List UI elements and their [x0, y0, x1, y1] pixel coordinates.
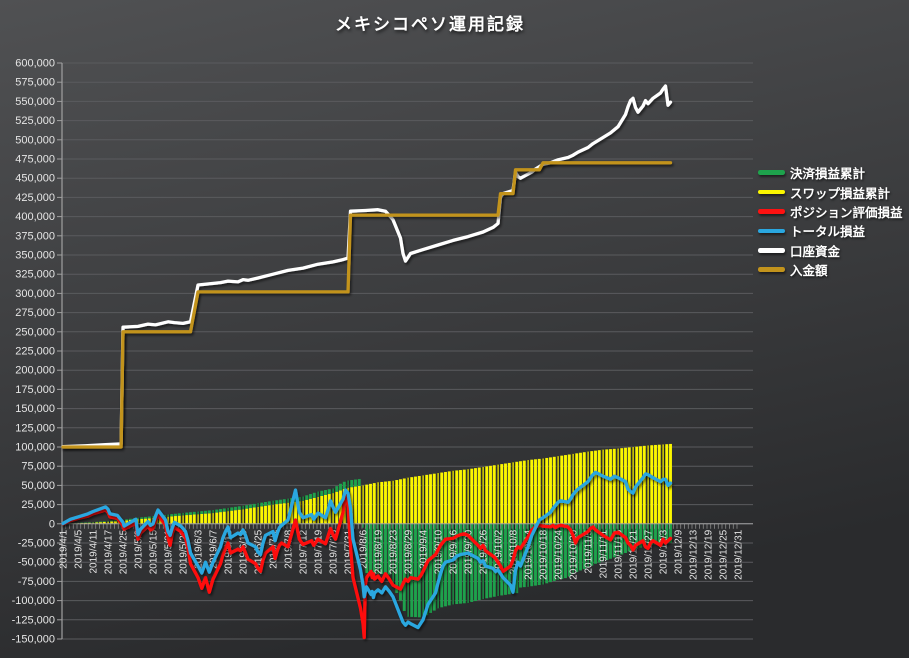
y-axis-tick-label: 0	[49, 518, 55, 530]
x-axis-tick-label: 2019/11/5	[584, 529, 595, 573]
x-axis-tick-label: 2019/11/11	[599, 529, 610, 578]
legend-item-total: トータル損益	[758, 221, 903, 240]
y-axis-tick-label: 150,000	[15, 403, 55, 415]
x-axis-tick-label: 2019/11/27	[644, 529, 655, 579]
y-axis-tick-label: 50,000	[21, 480, 55, 492]
legend-item-label: 口座資金	[790, 244, 841, 259]
x-axis-tick-label: 2019/6/7	[209, 529, 220, 568]
x-axis-tick-label: 2019/12/19	[704, 529, 715, 579]
y-axis-tick-label: 250,000	[15, 326, 55, 338]
x-axis-tick-label: 2019/8/23	[389, 529, 400, 574]
x-axis-tick-label: 2019/4/11	[89, 529, 100, 573]
x-axis-tick-label: 2019/9/10	[434, 529, 445, 574]
x-axis-tick-label: 2019/7/19	[314, 529, 325, 574]
legend-item-swap: スワップ損益累計	[758, 182, 903, 201]
funds-swatch-icon	[758, 247, 785, 253]
x-axis-tick-label: 2019/10/14	[524, 529, 535, 579]
y-axis-tick-label: 25,000	[21, 499, 55, 511]
y-axis-tick-label: 275,000	[15, 307, 55, 319]
x-axis-tick-label: 2019/7/31	[344, 529, 355, 574]
y-axis-tick-label: -50,000	[18, 557, 55, 569]
x-axis-tick-label: 2019/10/18	[539, 529, 550, 579]
y-axis-tick-label: -75,000	[18, 576, 55, 588]
y-axis-tick-label: 125,000	[15, 422, 55, 434]
x-axis-tick-label: 2019/4/1	[59, 529, 70, 568]
x-axis-tick-label: 2019/7/25	[329, 529, 340, 574]
x-axis-tick-label: 2019/12/25	[719, 529, 730, 579]
y-axis-tick-label: 225,000	[15, 346, 55, 358]
x-axis-tick-label: 2019/7/12	[299, 529, 310, 574]
x-axis-tick-label: 2019/5/9	[134, 529, 145, 568]
x-axis-tick-label: 2019/12/9	[674, 529, 685, 574]
y-axis-tick-label: 425,000	[15, 192, 55, 204]
legend-item-label: 決済損益累計	[790, 167, 866, 182]
y-axis-tick-label: -100,000	[12, 595, 55, 607]
series-line-total	[61, 470, 673, 630]
x-axis-tick-label: 2019/12/13	[689, 529, 700, 579]
x-axis-tick-label: 2019/4/5	[74, 529, 85, 568]
legend-item-funds: 口座資金	[758, 241, 903, 260]
legend-item-realized: 決済損益累計	[758, 163, 903, 182]
legend: 決済損益累計 スワップ損益累計 ポジション評価損益 トータル損益 口座資金 入金…	[758, 163, 903, 279]
x-axis-tick-label: 2019/10/24	[554, 529, 565, 579]
legend-item-label: トータル損益	[790, 225, 866, 240]
legend-item-label: スワップ損益累計	[790, 186, 891, 201]
y-axis-tick-label: 600,000	[15, 58, 55, 70]
x-axis-tick-label: 2019/4/25	[119, 529, 130, 574]
swap-swatch-icon	[758, 189, 785, 195]
x-axis-tick-label: 2019/8/6	[359, 529, 370, 568]
series-line-funds	[61, 84, 673, 449]
y-axis-tick-label: 200,000	[15, 365, 55, 377]
y-axis-tick-label: 175,000	[15, 384, 55, 396]
y-axis-tick-label: -25,000	[18, 538, 55, 550]
legend-item-label: 入金額	[790, 264, 828, 279]
y-axis-tick-label: 400,000	[15, 211, 55, 223]
y-axis-tick-label: 550,000	[15, 96, 55, 108]
x-axis-tick-label: 2019/8/29	[404, 529, 415, 574]
position-swatch-icon	[758, 209, 785, 214]
x-axis-tick-label: 2019/5/28	[179, 529, 190, 574]
y-axis-tick-label: 325,000	[15, 269, 55, 281]
x-axis-tick-label: 2019/7/8	[284, 529, 295, 568]
y-axis-tick-label: 575,000	[15, 77, 55, 89]
deposit-swatch-icon	[758, 267, 785, 272]
x-axis-tick-label: 2019/12/31	[734, 529, 745, 579]
total-swatch-icon	[758, 228, 785, 234]
y-axis-tick-label: -150,000	[12, 634, 55, 646]
x-axis-tick-label: 2019/10/30	[569, 529, 580, 579]
y-axis-tick-label: -125,000	[12, 614, 55, 626]
y-axis-tick-label: 525,000	[15, 115, 55, 127]
y-axis-tick-label: 475,000	[15, 154, 55, 166]
x-axis-tick-label: 2019/5/15	[149, 529, 160, 574]
y-axis-tick-label: 75,000	[21, 461, 55, 473]
x-axis-tick-label: 2019/11/21	[629, 529, 640, 579]
x-axis-tick-label: 2019/9/16	[449, 529, 460, 574]
y-axis-tick-label: 500,000	[15, 134, 55, 146]
page-title: メキシコペソ運用記録	[335, 15, 525, 34]
y-axis-tick-label: 350,000	[15, 250, 55, 262]
legend-item-label: ポジション評価損益	[790, 205, 903, 220]
x-axis-tick-label: 2019/9/4	[419, 529, 430, 568]
y-axis-tick-label: 100,000	[15, 442, 55, 454]
x-axis-tick-label: 2019/11/15	[614, 529, 625, 579]
x-axis-tick-label: 2019/10/2	[494, 529, 505, 574]
x-axis-tick-label: 2019/8/19	[374, 529, 385, 574]
x-axis-tick-label: 2019/4/17	[104, 529, 115, 574]
x-axis-tick-label: 2019/9/26	[479, 529, 490, 574]
legend-item-deposit: 入金額	[758, 260, 903, 279]
x-axis-tick-label: 2019/12/3	[659, 529, 670, 574]
realized-swatch-icon	[758, 170, 785, 175]
y-axis-tick-label: 375,000	[15, 230, 55, 242]
x-axis-tick-label: 2019/6/3	[194, 529, 205, 568]
y-axis-tick-label: 300,000	[15, 288, 55, 300]
x-axis-tick-label: 2019/5/21	[164, 529, 175, 574]
y-axis-tick-label: 450,000	[15, 173, 55, 185]
series-line-position	[61, 493, 673, 640]
legend-item-position: ポジション評価損益	[758, 202, 903, 221]
series-line-deposit	[61, 161, 673, 449]
